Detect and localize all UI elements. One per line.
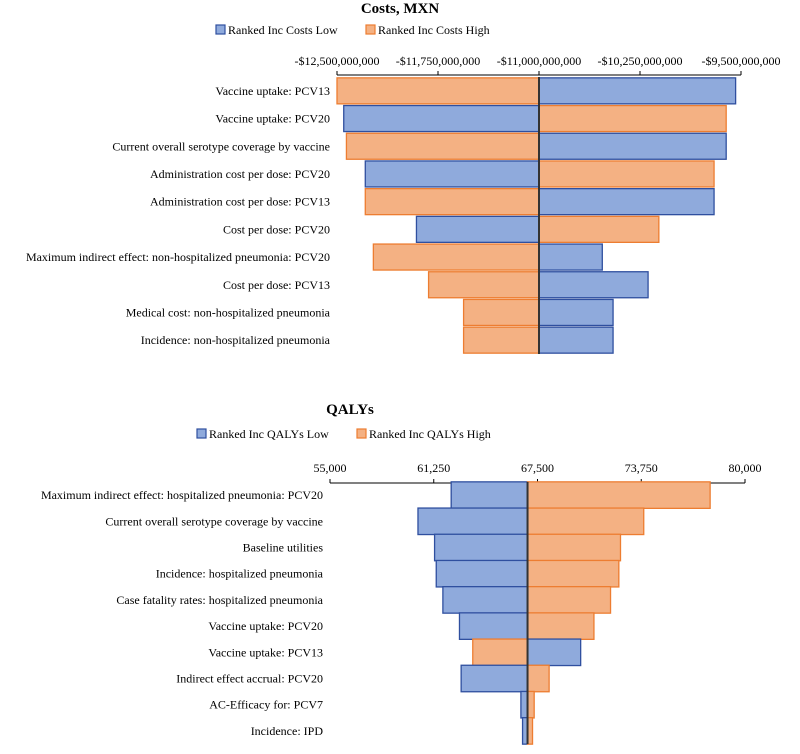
qalys-chart-title: QALYs xyxy=(326,402,374,418)
costs-bar-low xyxy=(343,104,540,133)
costs-bar-low xyxy=(538,271,649,299)
costs-category-label: Cost per dose: PCV20 xyxy=(223,222,330,236)
costs-bar-low xyxy=(538,243,603,271)
costs-bar-low xyxy=(538,298,614,327)
qalys-category-label: Incidence: IPD xyxy=(251,724,324,738)
qalys-bar-high xyxy=(526,664,550,693)
qalys-category-label: Incidence: hospitalized pneumonia xyxy=(156,567,324,581)
costs-category-label: Maximum indirect effect: non-hospitalize… xyxy=(26,250,330,264)
qalys-x-tick-label: 55,000 xyxy=(314,461,347,475)
costs-bar-high xyxy=(538,104,727,133)
qalys-category-label: Baseline utilities xyxy=(243,541,324,555)
costs-legend-label-high: Ranked Inc Costs High xyxy=(378,23,490,37)
costs-bar-low xyxy=(538,187,715,216)
costs-category-label: Administration cost per dose: PCV13 xyxy=(150,195,330,209)
qalys-bar-low xyxy=(433,533,529,562)
qalys-category-label: Vaccine uptake: PCV20 xyxy=(208,619,323,633)
qalys-bar-low xyxy=(526,638,582,667)
costs-category-label: Current overall serotype coverage by vac… xyxy=(112,139,330,153)
qalys-legend-label-low: Ranked Inc QALYs Low xyxy=(209,427,329,441)
qalys-x-tick-label: 80,000 xyxy=(729,461,762,475)
qalys-bar-low xyxy=(460,664,529,693)
costs-x-tick-label: -$11,000,000,000 xyxy=(497,54,582,68)
qalys-legend-label-high: Ranked Inc QALYs High xyxy=(369,427,491,441)
costs-bar-high xyxy=(462,326,540,354)
qalys-bar-low xyxy=(442,586,529,614)
qalys-chart: QALYs Ranked Inc QALYs Low Ranked Inc QALY… xyxy=(41,402,762,745)
qalys-bar-high xyxy=(526,559,620,588)
qalys-x-tick-label: 73,750 xyxy=(625,461,658,475)
costs-legend-label-low: Ranked Inc Costs Low xyxy=(228,23,338,37)
qalys-bar-high xyxy=(526,507,645,536)
qalys-bar-high xyxy=(472,638,529,667)
qalys-bar-low xyxy=(450,481,529,510)
costs-bar-high xyxy=(538,215,660,244)
qalys-bar-high xyxy=(526,612,595,640)
qalys-category-label: Indirect effect accrual: PCV20 xyxy=(176,672,323,686)
costs-category-label: Medical cost: non-hospitalized pneumonia xyxy=(126,305,331,319)
qalys-x-tick-label: 67,500 xyxy=(521,461,554,475)
costs-bar-low xyxy=(538,77,737,105)
costs-bar-low xyxy=(415,215,540,244)
costs-x-tick-label: -$12,500,000,000 xyxy=(295,54,380,68)
costs-bar-high xyxy=(372,243,540,271)
qalys-bar-low xyxy=(458,612,529,640)
qalys-bar-low xyxy=(417,507,529,536)
costs-bar-high xyxy=(538,160,715,188)
qalys-bar-low xyxy=(435,559,529,588)
qalys-x-tick-label: 61,250 xyxy=(417,461,450,475)
costs-bar-high xyxy=(364,187,540,216)
costs-chart-title: Costs, MXN xyxy=(361,1,439,17)
costs-bar-high xyxy=(427,271,540,299)
costs-bar-low xyxy=(364,160,540,188)
costs-chart: Costs, MXN Ranked Inc Costs Low Ranked Inc… xyxy=(26,1,781,354)
costs-bar-high xyxy=(345,132,540,160)
qalys-category-label: Maximum indirect effect: hospitalized pn… xyxy=(41,488,323,502)
qalys-category-label: Vaccine uptake: PCV13 xyxy=(208,645,323,659)
qalys-legend-swatch-low xyxy=(196,428,207,439)
qalys-bar-high xyxy=(526,586,612,614)
costs-bar-high xyxy=(462,298,540,327)
costs-x-tick-label: -$9,500,000,000 xyxy=(702,54,781,68)
qalys-legend-swatch-high xyxy=(356,428,367,439)
qalys-category-label: AC-Efficacy for: PCV7 xyxy=(209,698,323,712)
qalys-bar-high xyxy=(526,533,622,562)
costs-bar-high xyxy=(336,77,540,105)
costs-legend-swatch-high xyxy=(365,24,376,35)
qalys-category-label: Current overall serotype coverage by vac… xyxy=(105,514,323,528)
costs-category-label: Incidence: non-hospitalized pneumonia xyxy=(141,333,331,347)
qalys-bar-high xyxy=(526,481,711,510)
costs-legend-swatch-low xyxy=(215,24,226,35)
costs-x-tick-label: -$10,250,000,000 xyxy=(598,54,683,68)
costs-x-tick-label: -$11,750,000,000 xyxy=(396,54,481,68)
costs-bar-low xyxy=(538,132,727,160)
costs-category-label: Cost per dose: PCV13 xyxy=(223,278,330,292)
costs-category-label: Vaccine uptake: PCV13 xyxy=(215,84,330,98)
qalys-category-label: Case fatality rates: hospitalized pneumo… xyxy=(116,593,323,607)
costs-category-label: Administration cost per dose: PCV20 xyxy=(150,167,330,181)
costs-bar-low xyxy=(538,326,614,354)
costs-category-label: Vaccine uptake: PCV20 xyxy=(215,112,330,126)
